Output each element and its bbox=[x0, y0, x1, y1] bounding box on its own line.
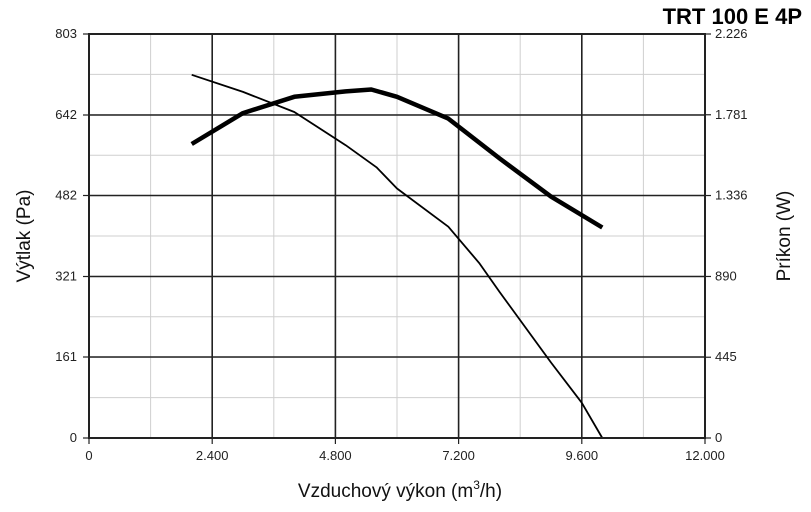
y-right-tick-label: 0 bbox=[715, 430, 722, 445]
x-tick-label: 4.800 bbox=[319, 448, 352, 463]
x-tick-label: 7.200 bbox=[442, 448, 475, 463]
x-tick-label: 12.000 bbox=[685, 448, 725, 463]
y-left-tick-label: 321 bbox=[55, 269, 77, 284]
x-axis-title-end: /h) bbox=[480, 481, 502, 502]
y-left-tick-label: 161 bbox=[55, 349, 77, 364]
chart-title: TRT 100 E 4P bbox=[663, 4, 802, 29]
y-left-tick-label: 803 bbox=[55, 26, 77, 41]
major-grid bbox=[89, 34, 705, 438]
y-right-tick-label: 1.781 bbox=[715, 107, 748, 122]
x-axis-title-superscript: 3 bbox=[473, 478, 480, 492]
y-right-axis-title: Príkon (W) bbox=[774, 191, 795, 282]
power-curve-line bbox=[190, 87, 604, 230]
y-left-tick-label: 642 bbox=[55, 107, 77, 122]
x-axis-ticks: 0 2.400 4.800 7.200 9.600 12.000 bbox=[85, 438, 725, 463]
x-tick-label: 0 bbox=[85, 448, 92, 463]
pressure-curve-line bbox=[191, 73, 604, 439]
x-tick-label: 9.600 bbox=[566, 448, 599, 463]
y-right-tick-label: 1.336 bbox=[715, 188, 748, 203]
plot-frame bbox=[88, 33, 706, 439]
y-right-tick-label: 445 bbox=[715, 349, 737, 364]
y-right-tick-label: 2.226 bbox=[715, 26, 748, 41]
x-tick-label: 2.400 bbox=[196, 448, 229, 463]
x-axis-title: Vzduchový výkon (m3/h) bbox=[298, 478, 502, 502]
y-left-axis-title: Výtlak (Pa) bbox=[14, 190, 35, 283]
y-left-axis-ticks: 0 161 321 482 642 803 bbox=[55, 26, 89, 445]
y-left-tick-label: 0 bbox=[70, 430, 77, 445]
y-right-tick-label: 890 bbox=[715, 268, 737, 283]
series-layer bbox=[190, 73, 604, 439]
y-right-axis-ticks: 0 445 890 1.336 1.781 2.226 bbox=[705, 26, 748, 445]
x-axis-title-main: Vzduchový výkon (m bbox=[298, 481, 473, 502]
y-left-tick-label: 482 bbox=[55, 187, 77, 202]
